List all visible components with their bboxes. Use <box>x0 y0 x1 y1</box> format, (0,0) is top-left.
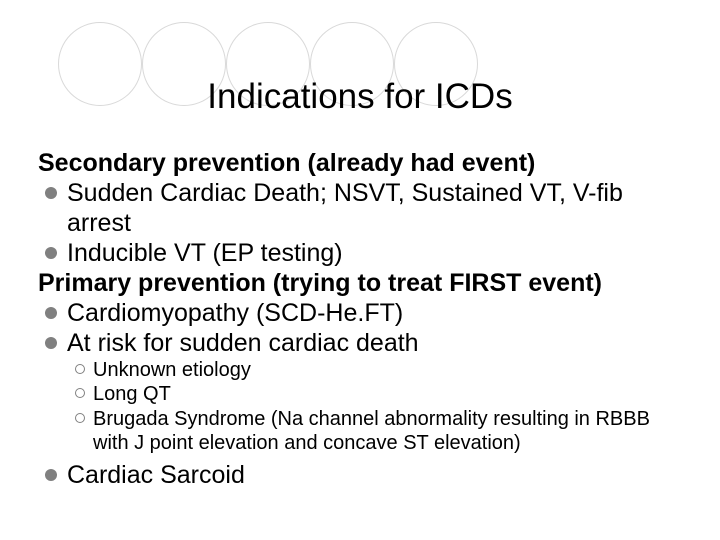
bullet-item: At risk for sudden cardiac death <box>45 328 690 358</box>
bullet-item: Sudden Cardiac Death; NSVT, Sustained VT… <box>45 178 690 238</box>
circle-bullet-icon <box>75 388 85 398</box>
bullet-item: Cardiac Sarcoid <box>45 460 690 490</box>
bullet-text: Cardiomyopathy (SCD-He.FT) <box>67 298 403 328</box>
circle-bullet-icon <box>75 364 85 374</box>
sub-bullet-item: Brugada Syndrome (Na channel abnormality… <box>75 407 690 456</box>
heading-text: Primary prevention (trying to treat FIRS… <box>38 268 602 298</box>
disc-bullet-icon <box>45 247 57 259</box>
sub-bullet-text: Brugada Syndrome (Na channel abnormality… <box>93 407 690 456</box>
disc-bullet-icon <box>45 337 57 349</box>
bullet-text: Cardiac Sarcoid <box>67 460 245 490</box>
sub-bullet-text: Long QT <box>93 382 171 406</box>
bullet-text: Inducible VT (EP testing) <box>67 238 343 268</box>
bullet-item: Cardiomyopathy (SCD-He.FT) <box>45 298 690 328</box>
bullet-text: Sudden Cardiac Death; NSVT, Sustained VT… <box>67 178 690 238</box>
heading-primary: Primary prevention (trying to treat FIRS… <box>38 268 690 298</box>
disc-bullet-icon <box>45 469 57 481</box>
slide: Indications for ICDs Secondary preventio… <box>0 0 720 540</box>
slide-title: Indications for ICDs <box>0 77 720 117</box>
sub-bullet-item: Long QT <box>75 382 690 406</box>
disc-bullet-icon <box>45 187 57 199</box>
bullet-item: Inducible VT (EP testing) <box>45 238 690 268</box>
heading-secondary: Secondary prevention (already had event) <box>38 148 690 178</box>
heading-text: Secondary prevention (already had event) <box>38 148 535 178</box>
circle-bullet-icon <box>75 413 85 423</box>
sub-bullet-text: Unknown etiology <box>93 358 251 382</box>
disc-bullet-icon <box>45 307 57 319</box>
sub-bullet-item: Unknown etiology <box>75 358 690 382</box>
slide-content: Secondary prevention (already had event)… <box>38 148 690 490</box>
bullet-text: At risk for sudden cardiac death <box>67 328 419 358</box>
